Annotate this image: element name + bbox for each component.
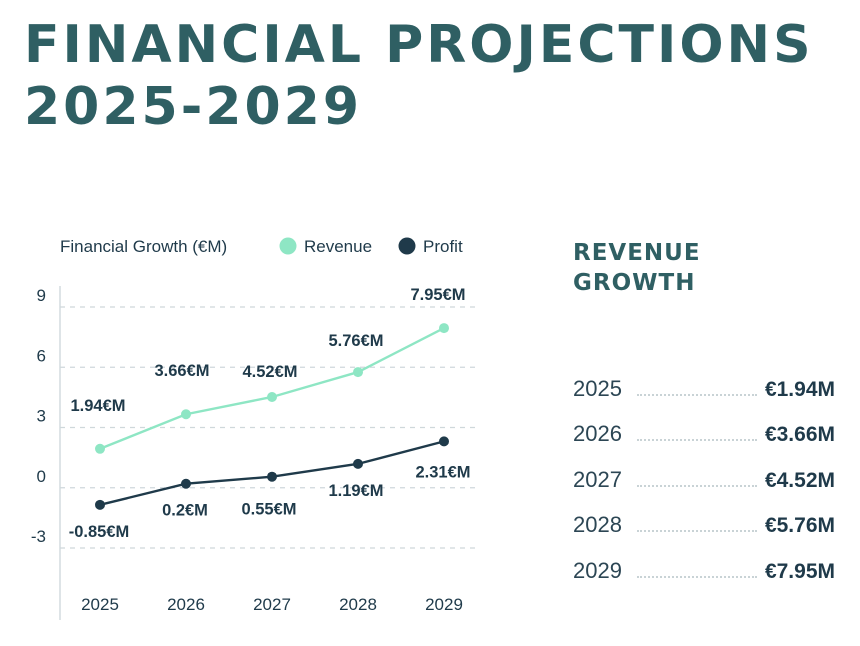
y-tick-label: 3 — [37, 407, 46, 426]
y-tick-label: 0 — [37, 467, 46, 486]
data-point-revenue — [439, 323, 449, 334]
x-tick-label: 2029 — [425, 595, 463, 614]
revenue-row: 2025 €1.94M — [573, 356, 835, 402]
revenue-value: €4.52M — [764, 468, 835, 492]
data-point-profit — [95, 499, 105, 510]
revenue-growth-heading: REVENUE GROWTH — [573, 238, 835, 298]
revenue-value: €5.76M — [764, 514, 835, 537]
data-point-revenue — [353, 367, 363, 378]
title-line-1: FINANCIAL PROJECTIONS — [24, 15, 814, 75]
data-label-profit: 0.2€M — [162, 502, 208, 520]
dotted-leader — [637, 438, 757, 441]
revenue-row: 2026 €3.66M — [573, 402, 835, 448]
revenue-heading-line-2: GROWTH — [573, 270, 696, 296]
title-line-2: 2025-2029 — [24, 77, 363, 137]
dotted-leader — [637, 484, 757, 487]
x-tick-label: 2027 — [253, 595, 291, 614]
data-label-profit: 0.55€M — [241, 501, 296, 519]
data-point-revenue — [267, 391, 277, 402]
data-label-revenue: 3.66€M — [154, 362, 209, 380]
dotted-leader — [637, 575, 757, 578]
revenue-year: 2028 — [573, 512, 622, 537]
data-point-profit — [267, 471, 277, 482]
revenue-year: 2027 — [573, 466, 622, 492]
financial-growth-chart: Financial Growth (€M) Revenue Profit 9 6 3 0 -3… — [31, 237, 478, 620]
legend-label-profit: Profit — [423, 237, 463, 256]
y-tick-label: 6 — [37, 346, 46, 365]
data-label-revenue: 7.95€M — [410, 286, 465, 304]
chart-title: Financial Growth (€M) — [60, 237, 227, 256]
page-title: FINANCIAL PROJECTIONS 2025-2029 — [24, 14, 814, 138]
data-label-revenue: 1.94€M — [70, 397, 125, 415]
x-tick-label: 2026 — [167, 595, 205, 614]
revenue-year: 2026 — [573, 421, 622, 446]
data-label-profit: 1.19€M — [328, 482, 383, 500]
revenue-heading-line-1: REVENUE — [573, 240, 701, 266]
data-label-revenue: 5.76€M — [328, 332, 383, 350]
data-point-revenue — [181, 409, 191, 420]
data-label-profit: -0.85€M — [69, 523, 130, 541]
data-point-profit — [181, 478, 191, 489]
revenue-value: €3.66M — [764, 423, 835, 446]
y-tick-label: -3 — [31, 527, 46, 546]
revenue-value: €7.95M — [764, 559, 835, 583]
revenue-value: €1.94M — [764, 377, 835, 401]
data-point-profit — [439, 436, 449, 447]
legend-marker-profit — [398, 237, 416, 255]
legend-marker-revenue — [279, 237, 297, 255]
x-tick-label: 2028 — [339, 595, 377, 614]
data-label-profit: 2.31€M — [415, 463, 470, 481]
revenue-year: 2029 — [573, 557, 622, 583]
revenue-row: 2029 €7.95M — [573, 538, 835, 584]
data-point-revenue — [95, 443, 105, 454]
x-tick-label: 2025 — [81, 595, 119, 614]
series-line-revenue — [99, 327, 445, 450]
revenue-growth-panel: REVENUE GROWTH 2025 €1.94M 2026 €3.66M 2… — [573, 238, 835, 583]
legend-label-revenue: Revenue — [304, 237, 372, 256]
dotted-leader — [637, 529, 757, 532]
revenue-list: 2025 €1.94M 2026 €3.66M 2027 €4.52M 2028… — [573, 356, 835, 584]
dotted-leader — [637, 393, 757, 396]
revenue-year: 2025 — [573, 375, 622, 401]
data-point-profit — [353, 458, 363, 469]
revenue-row: 2028 €5.76M — [573, 493, 835, 539]
y-tick-label: 9 — [37, 286, 46, 305]
data-label-revenue: 4.52€M — [242, 363, 297, 381]
revenue-row: 2027 €4.52M — [573, 447, 835, 493]
